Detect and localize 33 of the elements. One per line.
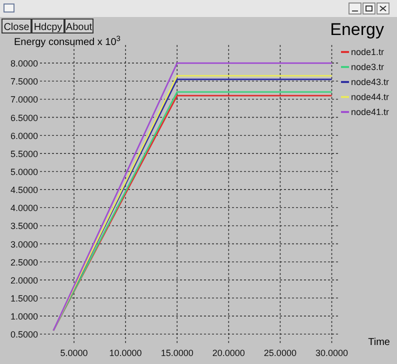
y-tick-label: 2.5000: [10, 257, 38, 268]
y-tick-label: 7.0000: [10, 94, 38, 105]
x-tick-label: 15.0000: [160, 348, 194, 358]
text: Hdcpy: [34, 22, 62, 33]
y-tick-label: 5.0000: [10, 167, 38, 178]
legend-label: node1.tr: [351, 47, 384, 57]
legend-label: node3.tr: [351, 62, 384, 72]
legend-label: node43.tr: [351, 77, 390, 87]
y-tick-label: 3.0000: [10, 239, 38, 250]
text: About: [66, 22, 92, 33]
y-axis-title: Energy consumed x 10$^{3}$: [14, 34, 120, 48]
x-tick-label: 20.0000: [212, 348, 245, 358]
y-tick-label: 6.0000: [10, 130, 38, 141]
x-tick-label: 25.0000: [264, 348, 296, 358]
y-tick-label: 3.5000: [10, 221, 38, 232]
y-tick-label: 4.0000: [10, 203, 38, 214]
y-tick-label: 4.5000: [10, 185, 38, 196]
x-tick-label: 10.0000: [109, 348, 142, 358]
y-tick-label: 1.0000: [10, 312, 38, 322]
x-axis-title: Time: [368, 337, 390, 348]
legend-label: node41.tr: [351, 107, 390, 117]
y-tick-label: 6.5000: [10, 112, 38, 123]
x-tick-label: 5.0000: [60, 348, 88, 358]
y-tick-label: 7.5000: [10, 76, 38, 87]
y-tick-label: 5.5000: [10, 148, 38, 159]
text: Close: [4, 22, 30, 33]
y-tick-label: 1.5000: [10, 294, 38, 304]
y-tick-label: 2.0000: [10, 275, 38, 286]
y-tick-label: 0.5000: [10, 330, 38, 340]
chart-title: Energy: [330, 20, 384, 39]
legend-label: node44.tr: [351, 92, 390, 102]
x-tick-label: 30.0000: [315, 348, 348, 358]
y-tick-label: 8.0000: [10, 58, 38, 69]
